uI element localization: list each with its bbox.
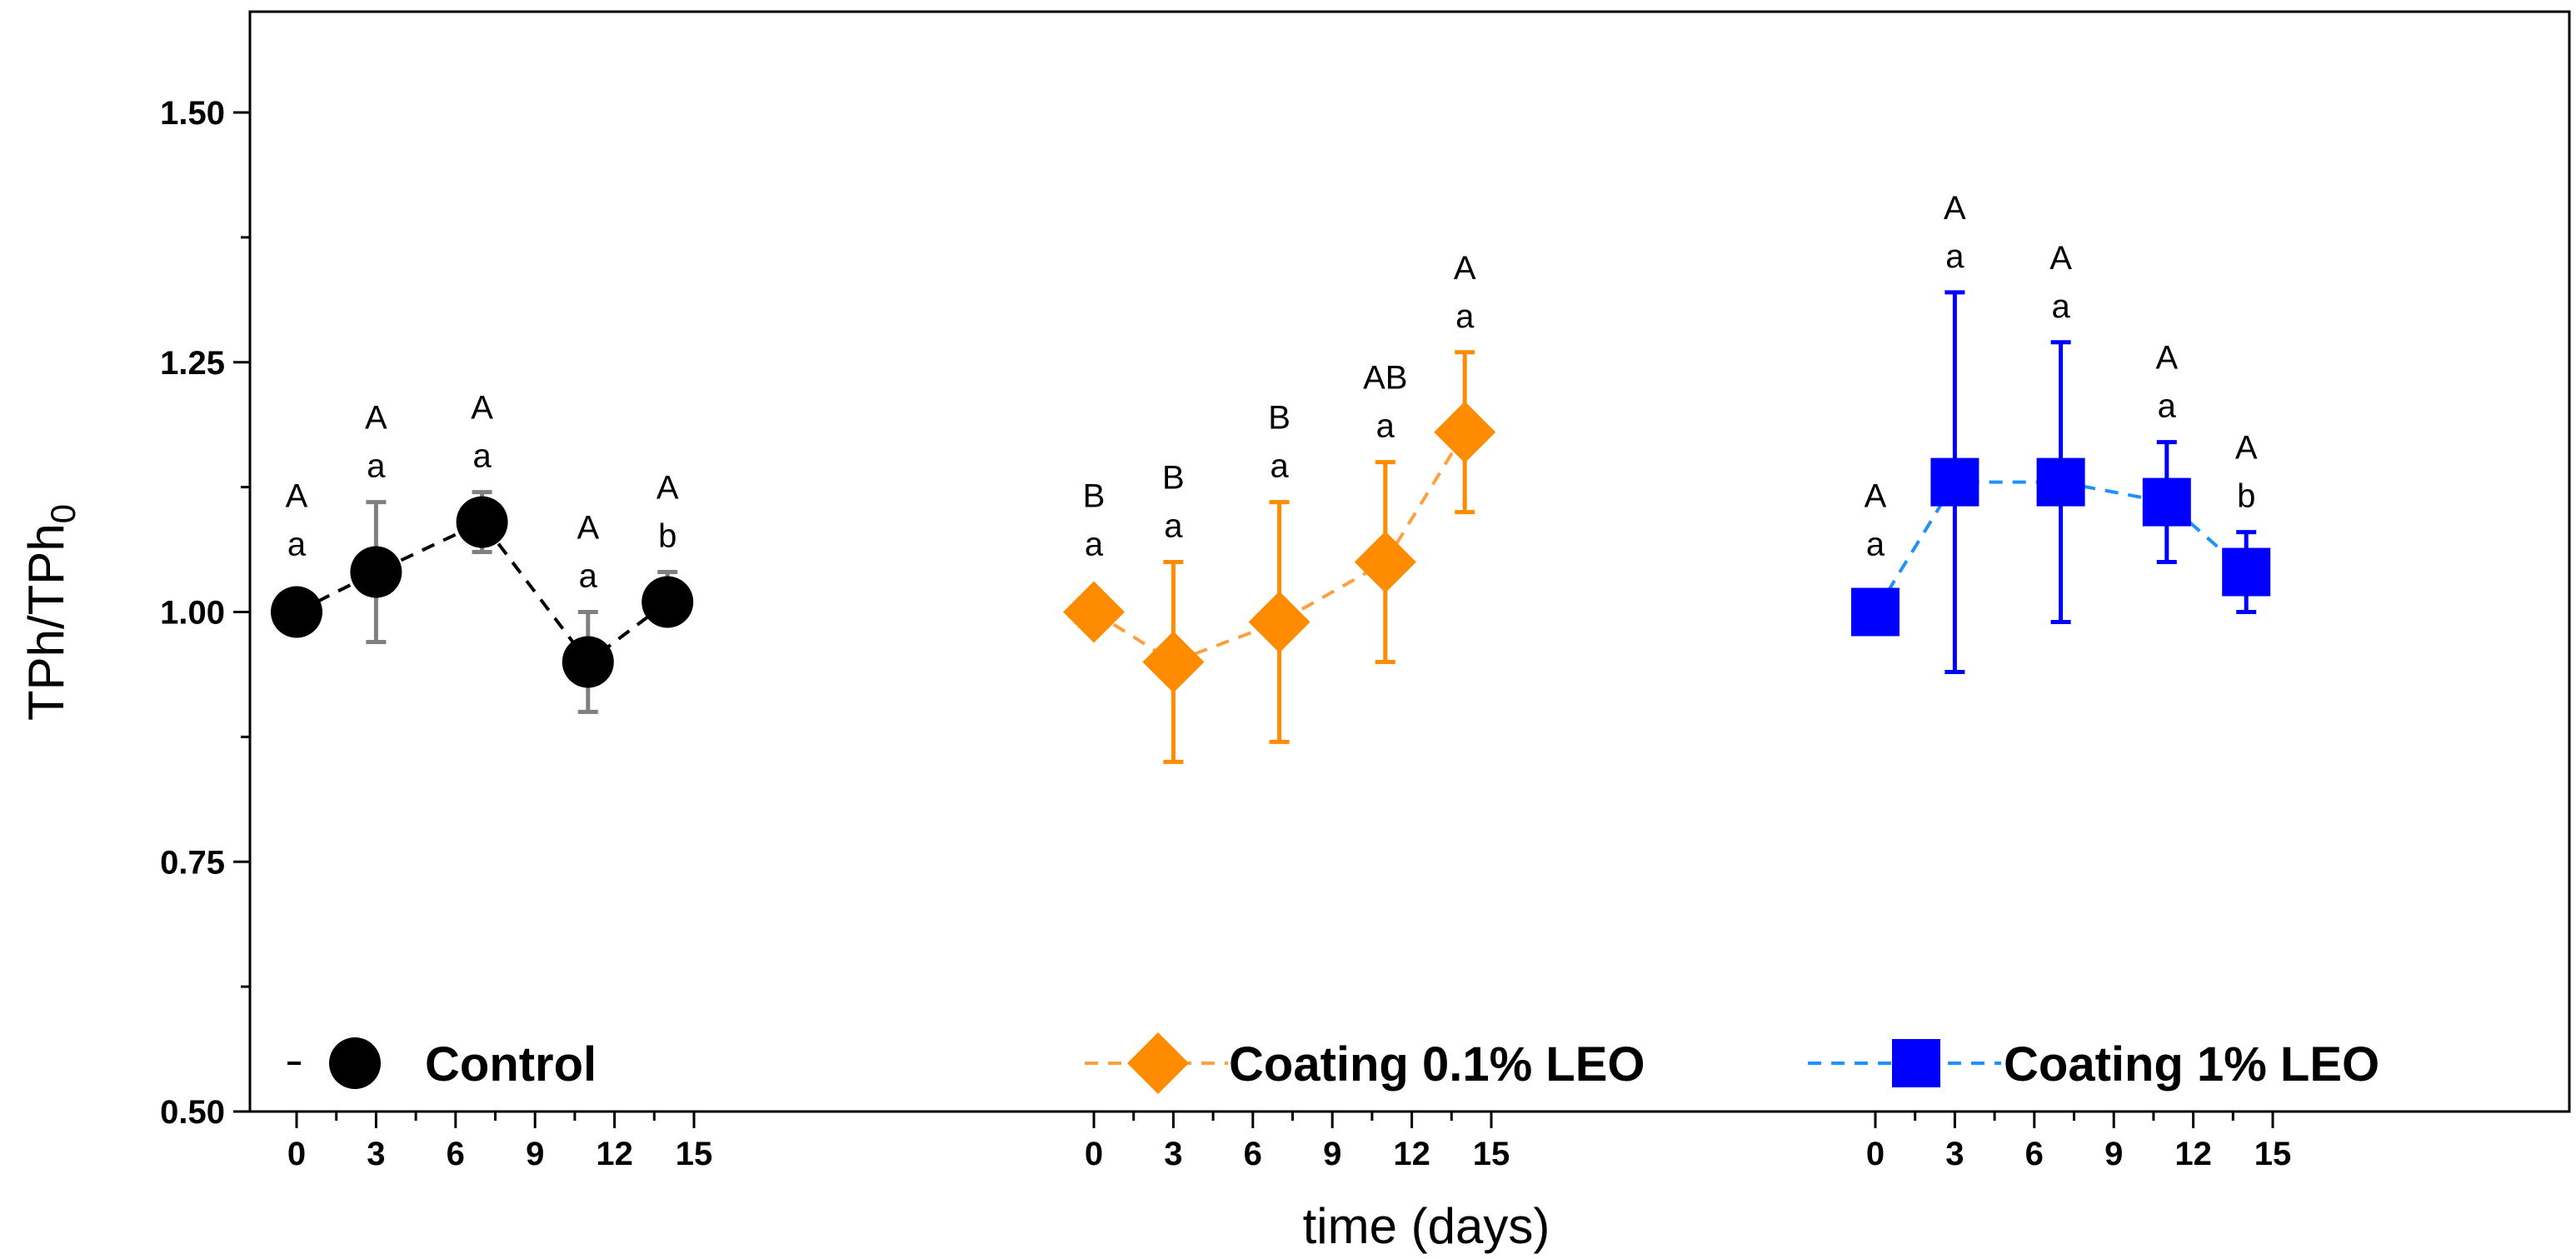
coating-0-1-leo-letter-upper: B	[1268, 400, 1290, 437]
coating-1-leo-letter-upper: A	[1944, 190, 1966, 227]
coating-0-1-leo-point	[1434, 401, 1496, 463]
coating-1-leo-point	[2036, 457, 2085, 507]
legend-item-coating-0-1-leo: Coating 0.1% LEO	[1085, 1032, 1645, 1094]
y-tick-label: 1.25	[160, 345, 225, 382]
coating-1-leo-letter-lower: a	[1945, 238, 1964, 275]
coating-1-leo-letter-lower: a	[2158, 388, 2177, 425]
coating-1-leo-point	[2142, 477, 2191, 527]
legend-marker	[329, 1037, 381, 1089]
control-letter-lower: b	[658, 518, 676, 555]
control-letter-upper: A	[656, 470, 679, 507]
control-letter-upper: A	[577, 510, 599, 547]
x-tick-label: 15	[676, 1136, 713, 1172]
coating-0-1-leo-letter-lower: a	[1376, 408, 1395, 445]
control-point	[642, 576, 694, 628]
coating-0-1-leo-letter-upper: A	[1454, 250, 1476, 287]
x-tick-label: 15	[1473, 1136, 1510, 1172]
coating-1-leo-point	[1851, 587, 1900, 637]
legend-label: Control	[425, 1037, 597, 1092]
x-tick-label: 6	[2025, 1136, 2044, 1172]
x-axis-label: time (days)	[1303, 1198, 1550, 1254]
x-tick-label: 3	[367, 1136, 385, 1172]
coating-1-leo-letter-lower: a	[2051, 288, 2070, 325]
legend-marker	[1127, 1032, 1189, 1094]
y-axis-label: TPh/TPh0	[18, 504, 82, 721]
legend-item-coating-1-leo: Coating 1% LEO	[1808, 1037, 2379, 1092]
x-tick-label: 9	[1323, 1136, 1341, 1172]
legend-label: Coating 1% LEO	[2004, 1037, 2379, 1092]
coating-0-1-leo-point	[1248, 591, 1310, 653]
x-tick-label: 3	[1945, 1136, 1964, 1172]
control-line	[296, 520, 669, 665]
coating-1-leo-letter-upper: A	[2235, 430, 2258, 467]
coating-0-1-leo-letter-lower: a	[1270, 448, 1289, 485]
y-tick-label: 0.50	[160, 1094, 225, 1131]
x-tick-label: 0	[287, 1136, 306, 1172]
coating-1-leo-letter-lower: b	[2237, 478, 2255, 515]
legend-item-control: Control	[287, 1037, 597, 1092]
coating-0-1-leo-letter-upper: B	[1162, 460, 1185, 497]
x-tick-label: 12	[1393, 1136, 1430, 1172]
control-point	[562, 636, 614, 688]
coating-0-1-leo-letter-upper: B	[1083, 478, 1106, 515]
coating-0-1-leo-point	[1063, 581, 1125, 643]
x-tick-label: 6	[1244, 1136, 1262, 1172]
legend-label: Coating 0.1% LEO	[1229, 1037, 1645, 1092]
control-letter-lower: a	[287, 527, 307, 563]
coating-0-1-leo-point	[1142, 631, 1205, 693]
y-tick-label: 1.50	[160, 95, 225, 132]
coating-1-leo-letter-upper: A	[2155, 340, 2178, 377]
y-tick-label: 0.75	[160, 844, 225, 881]
control-letter-upper: A	[365, 400, 387, 437]
x-tick-label: 9	[526, 1136, 544, 1172]
coating-1-leo-letter-lower: a	[1866, 527, 1885, 563]
coating-0-1-leo-line	[1092, 431, 1466, 664]
plot-frame	[248, 10, 2571, 1113]
control-letter-upper: A	[471, 390, 493, 427]
coating-0-1-leo-letter-lower: a	[1455, 298, 1475, 335]
x-tick-label: 0	[1866, 1136, 1885, 1172]
x-tick-label: 0	[1085, 1136, 1103, 1172]
y-axis-label-main: TPh/TPh	[18, 523, 74, 721]
coating-1-leo-point	[2222, 547, 2271, 597]
coating-0-1-leo-point	[1354, 531, 1416, 593]
control-point	[456, 496, 508, 548]
control-letter-lower: a	[367, 448, 386, 485]
control-letter-lower: a	[579, 558, 598, 595]
y-axis-label-subscript: 0	[43, 504, 82, 523]
control-point	[271, 586, 322, 638]
legend-marker	[1892, 1039, 1940, 1087]
x-tick-label: 3	[1164, 1136, 1182, 1172]
x-tick-label: 12	[2174, 1136, 2212, 1172]
coating-0-1-leo-letter-lower: a	[1085, 527, 1104, 563]
coating-1-leo-letter-upper: A	[2049, 240, 2072, 277]
x-tick-label: 6	[447, 1136, 465, 1172]
coating-0-1-leo-letter-lower: a	[1164, 508, 1183, 545]
x-tick-label: 15	[2254, 1136, 2292, 1172]
control-point	[350, 546, 402, 598]
control-letter-lower: a	[472, 438, 492, 475]
coating-1-leo-point	[1930, 457, 1979, 507]
control-letter-upper: A	[286, 478, 308, 515]
y-tick-label: 1.00	[160, 595, 225, 632]
coating-1-leo-letter-upper: A	[1865, 478, 1887, 515]
x-tick-label: 12	[596, 1136, 633, 1172]
coating-0-1-leo-letter-upper: AB	[1363, 360, 1407, 397]
x-tick-label: 9	[2104, 1136, 2123, 1172]
